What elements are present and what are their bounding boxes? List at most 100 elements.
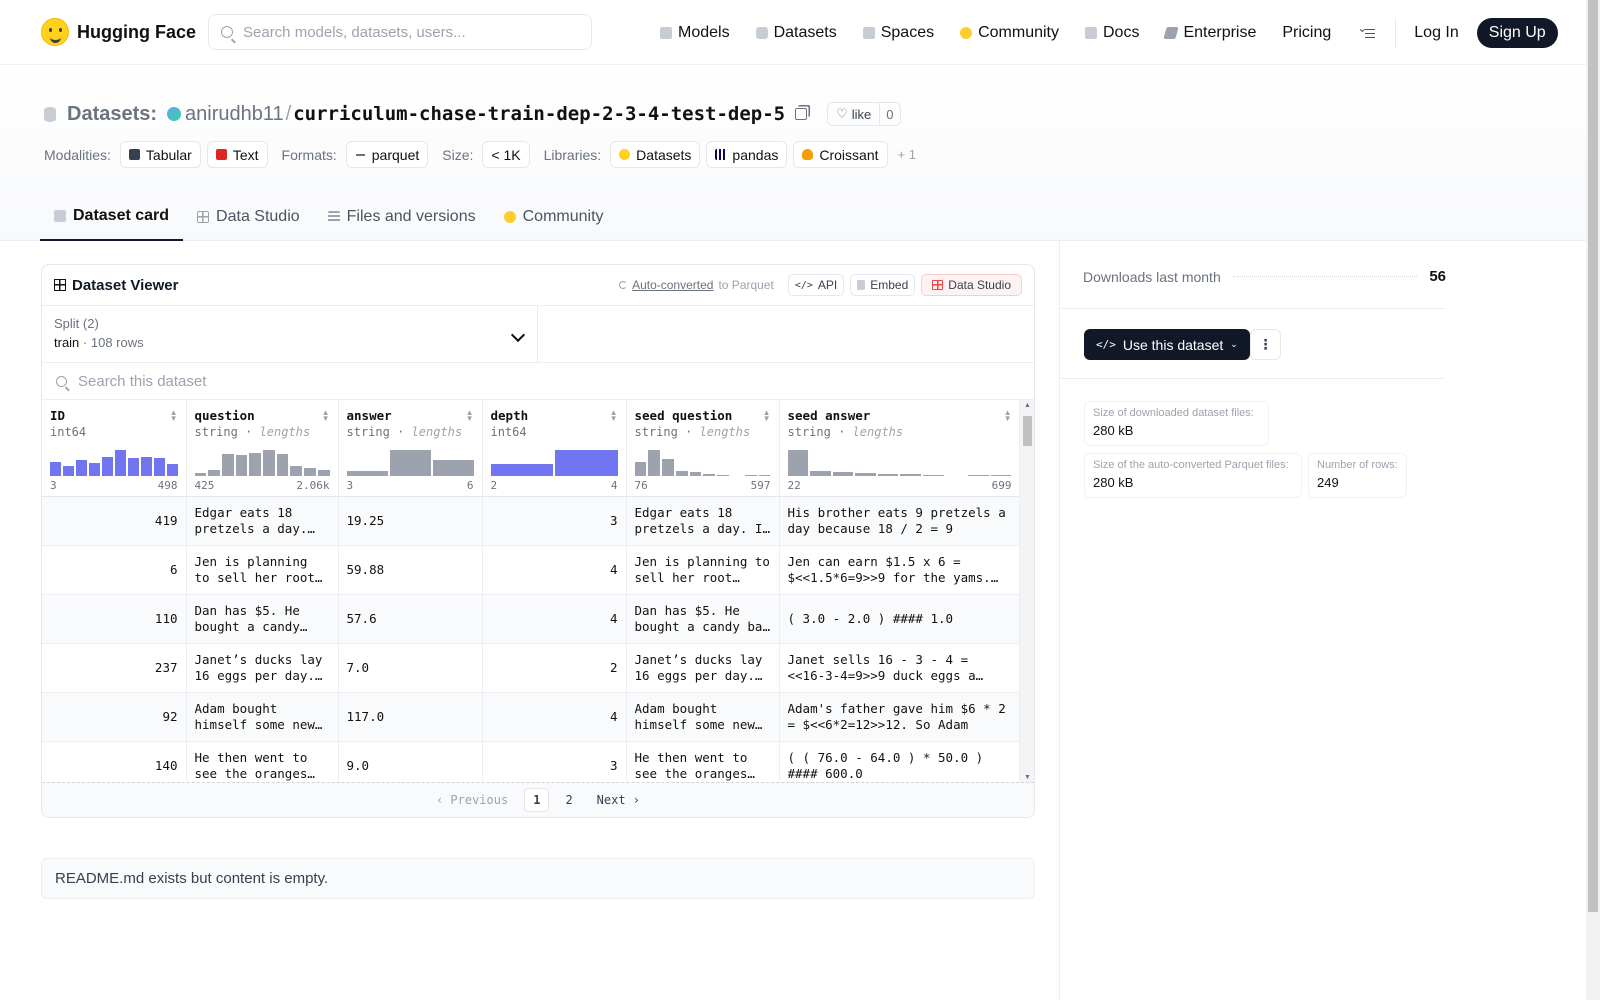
login-link[interactable]: Log In — [1414, 23, 1459, 41]
histogram-bar[interactable] — [703, 473, 716, 476]
histogram-bar[interactable] — [101, 456, 113, 476]
histogram-bar[interactable] — [75, 460, 87, 476]
histogram-bar[interactable] — [62, 465, 74, 476]
histogram-bar[interactable] — [923, 475, 944, 476]
histogram-bar[interactable] — [744, 474, 757, 476]
histogram-bar[interactable] — [877, 474, 899, 476]
table-cell[interactable]: Edgar eats 18 pretzels a day. His brothe… — [186, 496, 339, 546]
tag-datasets-lib[interactable]: Datasets — [610, 141, 701, 168]
scroll-up-icon[interactable]: ▲ — [1024, 402, 1031, 409]
table-row[interactable]: 140 He then went to see the oranges being… — [42, 741, 1021, 783]
histogram-bar[interactable] — [249, 452, 262, 476]
table-cell[interactable]: 419 — [42, 496, 187, 546]
signup-button[interactable]: Sign Up — [1476, 17, 1558, 48]
sort-icon[interactable]: ▲ ▼ — [609, 408, 618, 423]
tag-parquet[interactable]: parquet — [345, 141, 429, 168]
dataset-search-input[interactable]: Search this dataset — [42, 363, 1034, 400]
tag-text[interactable]: Text — [206, 141, 268, 168]
table-cell[interactable]: Jen is planning to sell her root vegetab… — [186, 545, 339, 595]
histogram-bar[interactable] — [127, 457, 139, 476]
table-cell[interactable]: 19.25 — [338, 496, 483, 546]
column-header[interactable]: ID int64 ▲ ▼ 3 498 — [42, 400, 187, 497]
table-row[interactable]: 92 Adam bought himself some new trousers … — [42, 692, 1021, 742]
owner-link[interactable]: anirudhb11 — [185, 102, 284, 125]
column-header[interactable]: depth int64 ▲ ▼ 2 4 — [482, 400, 627, 497]
table-cell[interactable]: 4 — [482, 692, 627, 742]
table-cell[interactable]: 3 — [482, 496, 627, 546]
nav-link-community[interactable]: Community — [960, 24, 1059, 42]
nav-link-pricing[interactable]: Pricing — [1282, 24, 1331, 42]
table-row[interactable]: 6 Jen is planning to sell her root vegeta… — [42, 545, 1021, 595]
column-histogram[interactable] — [50, 450, 178, 476]
histogram-bar[interactable] — [346, 470, 388, 476]
histogram-bar[interactable] — [114, 450, 126, 476]
table-cell[interactable]: Jen can earn $1.5 x 6 = $<<1.5*6=9>>9 fo… — [779, 545, 1021, 595]
histogram-bar[interactable] — [432, 460, 474, 476]
table-cell[interactable]: His brother eats 9 pretzels a day becaus… — [779, 496, 1021, 546]
page-scrollbar[interactable] — [1586, 0, 1600, 1000]
table-cell[interactable]: Janet sells 16 - 3 - 4 = <<16-3-4=9>>9 d… — [779, 643, 1021, 693]
histogram-bar[interactable] — [968, 474, 989, 476]
table-scroll-area[interactable]: ID int64 ▲ ▼ 3 498 question string · lengths ▲ ▼ 4… — [42, 400, 1034, 783]
more-options-button[interactable]: ⋮ — [1250, 329, 1281, 360]
histogram-bar[interactable] — [689, 472, 702, 476]
table-cell[interactable]: 2 — [482, 643, 627, 693]
previous-page-button[interactable]: ‹ Previous — [435, 793, 509, 807]
histogram-bar[interactable] — [555, 450, 618, 476]
table-cell[interactable]: 57.6 — [338, 594, 483, 644]
nav-link-enterprise[interactable]: Enterprise — [1163, 24, 1256, 42]
table-cell[interactable]: 92 — [42, 692, 187, 742]
histogram-bar[interactable] — [662, 459, 674, 476]
histogram-bar[interactable] — [50, 461, 61, 476]
tab-community[interactable]: Community — [490, 193, 618, 241]
nav-link-docs[interactable]: Docs — [1085, 24, 1139, 42]
table-cell[interactable]: 110 — [42, 594, 187, 644]
table-cell[interactable]: 3 — [482, 741, 627, 783]
table-cell[interactable]: He then went to see the oranges being ha… — [186, 741, 339, 783]
table-row[interactable]: 237 Janet’s ducks lay 16 eggs per day. Sh… — [42, 643, 1021, 693]
table-cell[interactable]: He then went to see the oranges being ha… — [626, 741, 780, 783]
sort-icon[interactable]: ▲ ▼ — [169, 408, 178, 423]
tag-size[interactable]: < 1K — [482, 141, 530, 168]
table-cell[interactable]: Adam bought himself some new trousers fo… — [186, 692, 339, 742]
table-cell[interactable]: Edgar eats 18 pretzels a day. If his bro… — [626, 496, 780, 546]
histogram-bar[interactable] — [194, 472, 207, 476]
column-histogram[interactable] — [346, 450, 474, 476]
table-cell[interactable]: 59.88 — [338, 545, 483, 595]
histogram-bar[interactable] — [675, 470, 688, 476]
column-histogram[interactable] — [490, 450, 618, 476]
table-row[interactable]: 110 Dan has $5. He bought a candy bar for… — [42, 594, 1021, 644]
table-cell[interactable]: 237 — [42, 643, 187, 693]
tab-files-and-versions[interactable]: Files and versions — [314, 193, 490, 241]
histogram-bar[interactable] — [140, 456, 152, 476]
auto-converted-link[interactable]: Auto-converted — [632, 278, 714, 292]
histogram-bar[interactable] — [855, 472, 876, 476]
like-toggle[interactable]: ♡ like — [828, 103, 879, 125]
table-cell[interactable]: Janet’s ducks lay 16 eggs per day. She e… — [186, 643, 339, 693]
histogram-bar[interactable] — [304, 468, 316, 476]
use-this-dataset-button[interactable]: </> Use this dataset ⌄ — [1084, 329, 1250, 360]
table-cell[interactable]: Janet’s ducks lay 16 eggs per day. She e… — [626, 643, 780, 693]
column-histogram[interactable] — [634, 450, 771, 476]
split-select[interactable]: Split (2) train · 108 rows — [42, 306, 538, 362]
like-button[interactable]: ♡ like 0 — [827, 102, 901, 126]
table-cell[interactable]: ( 3.0 - 2.0 ) #### 1.0 — [779, 594, 1021, 644]
tag-pandas[interactable]: pandas — [706, 141, 788, 168]
nav-link-models[interactable]: Models — [660, 24, 730, 42]
table-cell[interactable]: 6 — [42, 545, 187, 595]
histogram-bar[interactable] — [787, 450, 809, 476]
next-page-button[interactable]: Next › — [596, 793, 641, 807]
nav-link-spaces[interactable]: Spaces — [862, 24, 934, 42]
tag-tabular[interactable]: Tabular — [119, 141, 201, 168]
page-scrollbar-thumb[interactable] — [1588, 0, 1598, 912]
datasets-breadcrumb[interactable]: Datasets: — [67, 102, 158, 125]
sort-icon[interactable]: ▲ ▼ — [1003, 408, 1012, 423]
table-cell[interactable]: Dan has $5. He bought a candy bar for $2 — [186, 594, 339, 644]
table-cell[interactable]: Jen is planning to sell her root vegetab… — [626, 545, 780, 595]
nav-link-datasets[interactable]: Datasets — [755, 24, 837, 42]
histogram-bar[interactable] — [88, 463, 100, 476]
histogram-bar[interactable] — [235, 455, 248, 476]
table-cell[interactable]: 4 — [482, 545, 627, 595]
repo-name[interactable]: curriculum-chase-train-dep-2-3-4-test-de… — [293, 103, 786, 125]
table-cell[interactable]: Adam's father gave him $6 * 2 = $<<6*2=1… — [779, 692, 1021, 742]
